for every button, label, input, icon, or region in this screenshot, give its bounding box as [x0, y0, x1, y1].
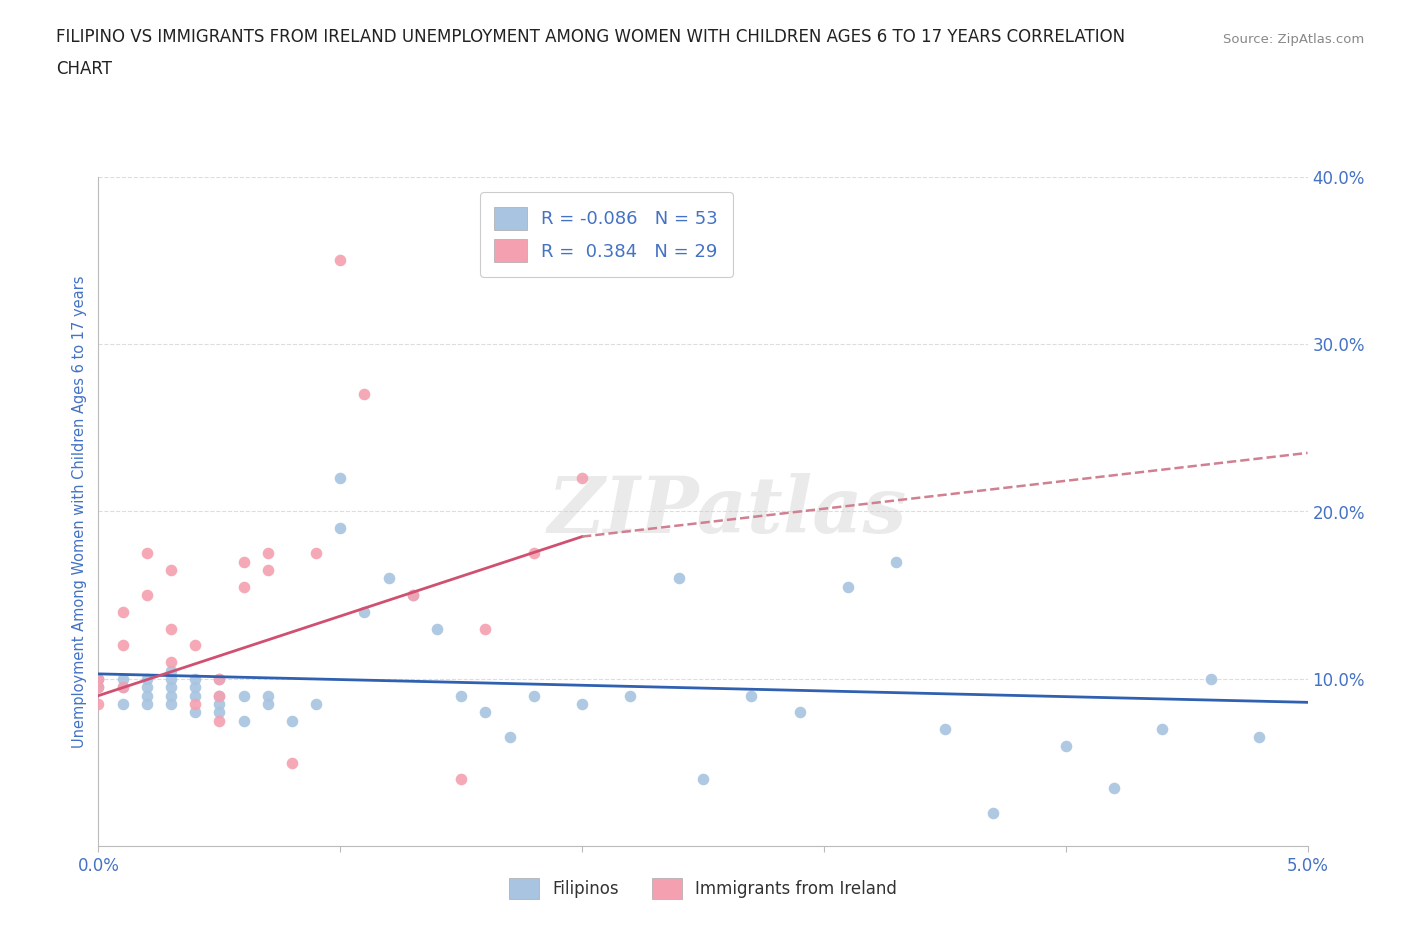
Point [208, 688, 231, 703]
Point [1249, 730, 1271, 745]
Point [426, 621, 449, 636]
Point [184, 697, 207, 711]
Point [135, 688, 157, 703]
Point [571, 697, 593, 711]
Point [450, 688, 472, 703]
Point [87, 680, 110, 695]
Point [111, 680, 134, 695]
Point [523, 688, 546, 703]
Point [208, 688, 231, 703]
Point [619, 688, 641, 703]
Point [111, 671, 134, 686]
Point [474, 705, 496, 720]
Text: FILIPINO VS IMMIGRANTS FROM IRELAND UNEMPLOYMENT AMONG WOMEN WITH CHILDREN AGES : FILIPINO VS IMMIGRANTS FROM IRELAND UNEM… [56, 28, 1125, 46]
Point [87, 697, 110, 711]
Point [474, 621, 496, 636]
Point [135, 588, 157, 603]
Point [208, 705, 231, 720]
Point [160, 563, 183, 578]
Point [135, 546, 157, 561]
Point [160, 697, 183, 711]
Point [111, 697, 134, 711]
Y-axis label: Unemployment Among Women with Children Ages 6 to 17 years: Unemployment Among Women with Children A… [72, 275, 87, 748]
Point [256, 697, 278, 711]
Point [329, 521, 352, 536]
Text: Source: ZipAtlas.com: Source: ZipAtlas.com [1223, 33, 1364, 46]
Point [87, 680, 110, 695]
Point [232, 688, 254, 703]
Legend: R = -0.086   N = 53, R =  0.384   N = 29: R = -0.086 N = 53, R = 0.384 N = 29 [479, 193, 733, 277]
Point [232, 554, 254, 569]
Point [111, 604, 134, 619]
Point [305, 546, 328, 561]
Point [135, 680, 157, 695]
Point [837, 579, 859, 594]
Point [184, 638, 207, 653]
Point [523, 546, 546, 561]
Point [1152, 722, 1174, 737]
Point [256, 546, 278, 561]
Point [184, 688, 207, 703]
Point [87, 671, 110, 686]
Point [208, 671, 231, 686]
Point [232, 579, 254, 594]
Point [256, 563, 278, 578]
Point [160, 663, 183, 678]
Text: ZIPatlas: ZIPatlas [547, 473, 907, 550]
Point [450, 772, 472, 787]
Point [184, 680, 207, 695]
Point [1054, 738, 1077, 753]
Point [934, 722, 956, 737]
Point [740, 688, 762, 703]
Point [353, 387, 375, 402]
Point [1199, 671, 1222, 686]
Text: CHART: CHART [56, 60, 112, 78]
Point [402, 588, 425, 603]
Point [232, 713, 254, 728]
Point [208, 713, 231, 728]
Point [208, 671, 231, 686]
Point [886, 554, 908, 569]
Point [160, 671, 183, 686]
Point [377, 571, 399, 586]
Point [281, 713, 304, 728]
Point [1102, 780, 1125, 795]
Point [305, 697, 328, 711]
Point [160, 621, 183, 636]
Point [87, 671, 110, 686]
Point [281, 755, 304, 770]
Point [208, 697, 231, 711]
Point [135, 671, 157, 686]
Point [329, 253, 352, 268]
Point [256, 688, 278, 703]
Point [402, 588, 425, 603]
Point [184, 705, 207, 720]
Point [111, 638, 134, 653]
Point [571, 471, 593, 485]
Point [668, 571, 690, 586]
Point [789, 705, 811, 720]
Point [184, 671, 207, 686]
Legend: Filipinos, Immigrants from Ireland: Filipinos, Immigrants from Ireland [495, 864, 911, 912]
Point [160, 680, 183, 695]
Point [981, 805, 1004, 820]
Point [160, 655, 183, 670]
Point [498, 730, 520, 745]
Point [135, 697, 157, 711]
Point [692, 772, 714, 787]
Point [111, 680, 134, 695]
Point [160, 688, 183, 703]
Point [329, 471, 352, 485]
Point [353, 604, 375, 619]
